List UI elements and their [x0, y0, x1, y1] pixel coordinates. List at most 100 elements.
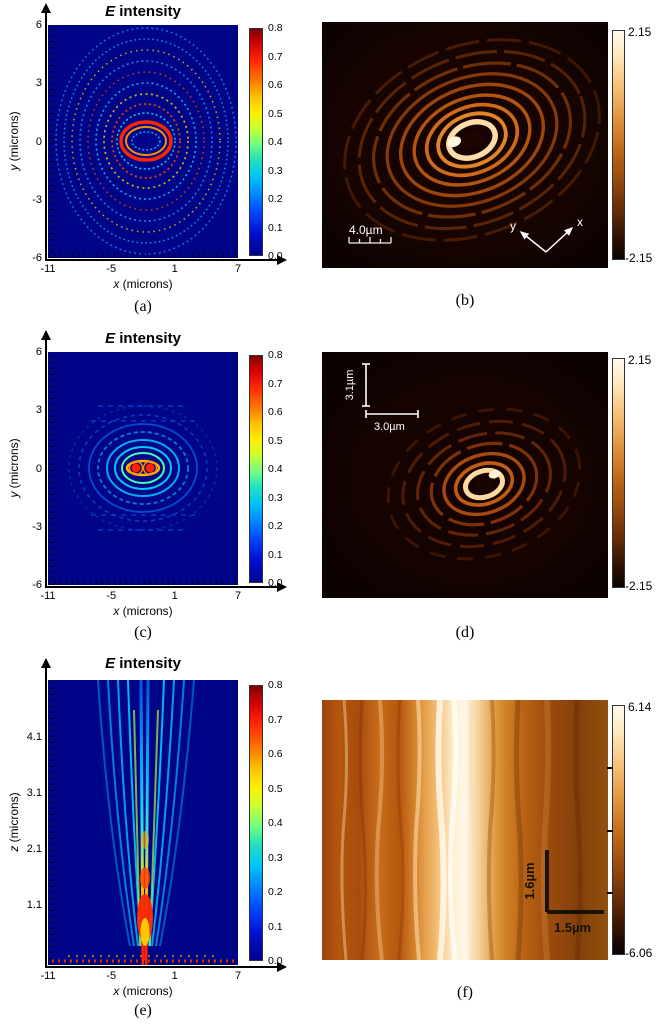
panel-c-ylabel: y (microns): [7, 418, 21, 518]
panel-a-heatmap: [48, 25, 238, 258]
vertical-striations: [340, 700, 583, 960]
panel-c-title: E intensity: [48, 330, 238, 347]
panel-e-ylabel-em: z: [7, 845, 21, 852]
panel-e-title-em: E: [105, 655, 116, 672]
panel-c-plot: [48, 352, 238, 585]
panel-e-xlabel-em: x: [113, 984, 120, 998]
panel-a-yaxis-ticks: [49, 25, 54, 258]
panel-f-nsom-image: 1.6µm 1.5µm: [322, 700, 608, 960]
panel-e-ytick-labels: 4.1 3.1 2.1 1.1: [20, 680, 42, 965]
panel-f-colorbar-tick: [607, 830, 613, 832]
panel-b-image: 4.0µm y x: [322, 22, 608, 268]
panel-a-ylabel: y (microns): [7, 91, 21, 191]
panel-c-ylabel-rest: (microns): [7, 438, 21, 492]
panel-d-colorbar-min: -2.15: [625, 579, 653, 593]
colorbar-tick-label: 0.8: [268, 679, 283, 691]
colorbar-tick-label: 0.2: [268, 193, 283, 205]
xtick-label: -5: [106, 590, 117, 602]
panel-c-title-em: E: [105, 330, 116, 347]
panel-f-scalebars: [545, 850, 604, 914]
panel-c-xaxis: [45, 586, 278, 588]
ytick-label: 6: [35, 19, 42, 31]
panel-e-xtick-labels: -11 -5 1 7: [40, 970, 242, 982]
ytick-label: 2.1: [26, 843, 42, 855]
panel-c-heatmap: [48, 352, 238, 585]
panel-a-xaxis-ticks: [48, 253, 238, 258]
panel-c-ytick-labels: 6 3 0 -3 -6: [20, 346, 42, 591]
colorbar-tick-label: 0.6: [268, 406, 283, 418]
panel-a-colorbar: [249, 28, 263, 256]
colorbar-tick-label: 0.3: [268, 164, 283, 177]
panel-d-scalebars: [362, 363, 419, 418]
panel-c-yaxis-ticks: [49, 352, 54, 585]
focus-hotspot: [137, 831, 153, 946]
panel-e-ylabel: z (microns): [7, 772, 21, 872]
panel-c-xtick-labels: -11 -5 1 7: [40, 590, 241, 602]
panel-e-colorbar-labels: 0.8 0.7 0.6 0.5 0.4 0.3 0.2 0.1 0.0: [266, 679, 292, 967]
ytick-label: 0: [35, 135, 42, 148]
panel-a-xtick-labels: -11 -5 1 7: [40, 263, 241, 275]
panel-f-caption: (f): [457, 984, 473, 1001]
panel-c-colorbar: [249, 355, 263, 583]
panel-d-image: 3.1µm 3.0µm: [322, 352, 608, 598]
panel-a-colorbar-labels: 0.8 0.7 0.6 0.5 0.4 0.3 0.2 0.1 0.0: [266, 22, 292, 262]
ring-pattern: [55, 27, 237, 255]
colorbar-tick-label: 0.4: [268, 463, 283, 475]
panel-e-xlabel: x (microns): [48, 984, 238, 998]
panel-b-axis-y-label: y: [510, 219, 516, 233]
panel-f-colorbar-min: -6.06: [625, 946, 653, 960]
colorbar-tick-label: 0.5: [268, 107, 283, 120]
colorbar-tick-label: 0.7: [268, 377, 283, 390]
xtick-label: 1: [171, 970, 178, 982]
panel-f-colorbar: [612, 705, 625, 955]
xtick-label: 7: [234, 970, 242, 982]
panel-e-title-rest: intensity: [115, 655, 181, 672]
colorbar-tick-label: 0.1: [268, 920, 283, 933]
panel-e-colorbar: [249, 685, 263, 961]
colorbar-tick-label: 0.6: [268, 748, 283, 760]
panel-a-yaxis: [45, 12, 47, 261]
panel-a-xlabel-em: x: [113, 277, 120, 291]
colorbar-tick-label: 0.0: [268, 577, 283, 589]
panel-a-ylabel-em: y: [7, 164, 21, 171]
xtick-label: -11: [40, 590, 56, 602]
colorbar-tick-label: 0.2: [268, 520, 283, 532]
ytick-label: 1.1: [26, 898, 42, 911]
ytick-label: 3: [35, 404, 42, 417]
panel-e-ylabel-rest: (microns): [7, 792, 21, 846]
panel-e-yaxis-arrow-icon: [41, 658, 51, 668]
panel-c-caption: (c): [134, 624, 152, 641]
ytick-label: 0: [35, 462, 42, 475]
panel-a-xlabel: x (microns): [48, 277, 238, 291]
ytick-label: 3.1: [26, 786, 42, 799]
colorbar-tick-label: 0.7: [268, 50, 283, 63]
focal-pattern: [68, 405, 218, 531]
panel-a-title-rest: intensity: [115, 3, 181, 20]
panel-c-ylabel-em: y: [7, 491, 21, 498]
panel-a-caption: (a): [134, 298, 152, 315]
panel-e-caption: (e): [134, 1002, 152, 1019]
colorbar-tick-label: 0.2: [268, 886, 283, 898]
xtick-label: 1: [171, 263, 178, 275]
panel-b-colorbar: [612, 30, 625, 260]
ytick-label: 6: [35, 346, 42, 358]
xtick-label: 1: [171, 590, 178, 602]
panel-b-colorbar-min: -2.15: [625, 251, 653, 265]
colorbar-tick-label: 0.1: [268, 548, 283, 561]
panel-a-xaxis: [45, 259, 278, 261]
panel-e-yaxis-ticks: [49, 680, 54, 965]
panel-e-xaxis: [45, 966, 278, 968]
panel-c-xlabel-em: x: [113, 604, 120, 618]
ytick-label: -6: [32, 252, 42, 264]
panel-d-scalebar-h-label: 3.0µm: [374, 421, 405, 433]
ytick-label: -6: [32, 579, 42, 591]
colorbar-tick-label: 0.0: [268, 955, 283, 967]
colorbar-tick-label: 0.8: [268, 349, 283, 361]
panel-f-scalebar-v-label: 1.6µm: [522, 862, 537, 899]
panel-b-colorbar-max: 2.15: [628, 25, 652, 39]
colorbar-tick-label: 0.8: [268, 22, 283, 34]
ytick-label: -3: [32, 520, 42, 533]
panel-c-yaxis-arrow-icon: [41, 330, 51, 340]
panel-a-ytick-labels: 6 3 0 -3 -6: [20, 19, 42, 264]
